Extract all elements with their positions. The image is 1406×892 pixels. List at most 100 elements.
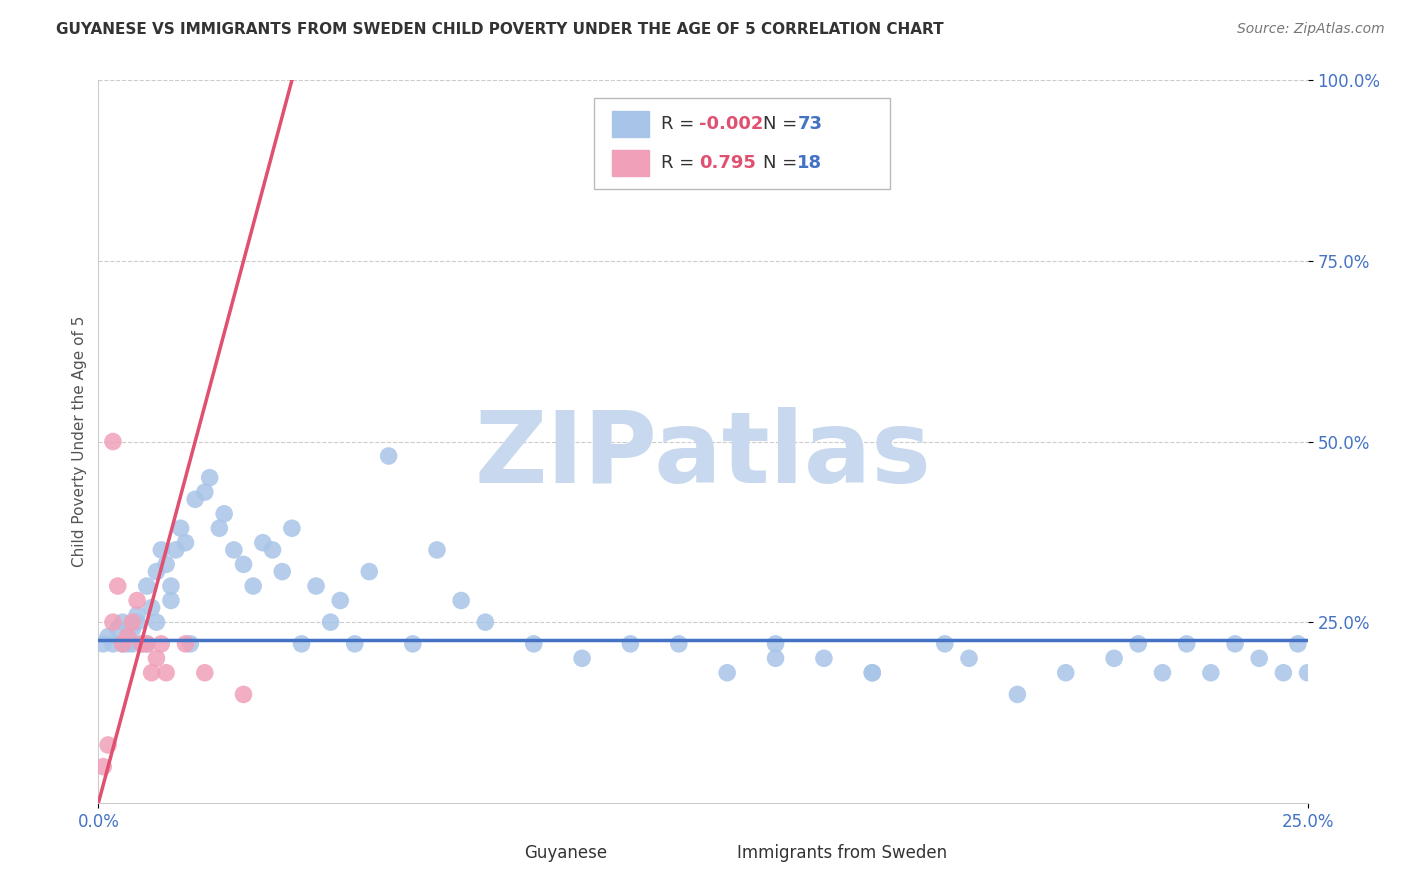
Point bbox=[150, 542, 173, 557]
Point bbox=[91, 637, 114, 651]
Point bbox=[957, 651, 980, 665]
Point bbox=[329, 593, 352, 607]
Point bbox=[135, 579, 157, 593]
Point bbox=[174, 535, 197, 549]
Point bbox=[107, 579, 129, 593]
Point bbox=[426, 542, 449, 557]
Point bbox=[127, 593, 149, 607]
Point bbox=[1152, 665, 1174, 680]
Point bbox=[290, 637, 312, 651]
Point bbox=[474, 615, 496, 630]
Text: N =: N = bbox=[763, 115, 803, 134]
Point bbox=[145, 651, 167, 665]
Point bbox=[194, 665, 217, 680]
Point bbox=[252, 535, 274, 549]
Point bbox=[619, 637, 641, 651]
Point bbox=[668, 637, 690, 651]
Text: GUYANESE VS IMMIGRANTS FROM SWEDEN CHILD POVERTY UNDER THE AGE OF 5 CORRELATION : GUYANESE VS IMMIGRANTS FROM SWEDEN CHILD… bbox=[56, 22, 943, 37]
Point bbox=[813, 651, 835, 665]
Point bbox=[571, 651, 593, 665]
Point bbox=[117, 630, 139, 644]
Point bbox=[222, 542, 245, 557]
Text: ZIPatlas: ZIPatlas bbox=[475, 408, 931, 505]
Point bbox=[135, 637, 157, 651]
Point bbox=[934, 637, 956, 651]
Text: 73: 73 bbox=[797, 115, 823, 134]
Point bbox=[194, 485, 217, 500]
Point bbox=[319, 615, 342, 630]
Point bbox=[242, 579, 264, 593]
Text: Source: ZipAtlas.com: Source: ZipAtlas.com bbox=[1237, 22, 1385, 37]
Point bbox=[97, 738, 120, 752]
Point bbox=[1007, 687, 1029, 701]
Point bbox=[1249, 651, 1271, 665]
Point bbox=[523, 637, 546, 651]
Point bbox=[145, 565, 167, 579]
Point bbox=[107, 623, 129, 637]
Point bbox=[141, 600, 163, 615]
Point bbox=[208, 521, 231, 535]
Point bbox=[1296, 665, 1319, 680]
Point bbox=[111, 637, 134, 651]
Point bbox=[765, 637, 787, 651]
Text: 0.795: 0.795 bbox=[699, 153, 756, 171]
Point bbox=[174, 637, 197, 651]
Point bbox=[271, 565, 294, 579]
Point bbox=[160, 593, 183, 607]
Point bbox=[127, 607, 149, 622]
Point bbox=[305, 579, 328, 593]
Point bbox=[281, 521, 304, 535]
Point bbox=[121, 623, 143, 637]
Bar bbox=[690, 846, 727, 862]
Point bbox=[1128, 637, 1150, 651]
Point bbox=[402, 637, 425, 651]
Point bbox=[343, 637, 366, 651]
Point bbox=[91, 760, 114, 774]
Text: Guyanese: Guyanese bbox=[524, 845, 607, 863]
Point bbox=[1175, 637, 1198, 651]
Point bbox=[1223, 637, 1246, 651]
Text: 18: 18 bbox=[797, 153, 823, 171]
Point bbox=[1054, 665, 1077, 680]
Point bbox=[155, 665, 177, 680]
FancyBboxPatch shape bbox=[595, 98, 890, 189]
Text: Immigrants from Sweden: Immigrants from Sweden bbox=[737, 845, 948, 863]
Point bbox=[127, 615, 149, 630]
Point bbox=[860, 665, 883, 680]
Point bbox=[716, 665, 738, 680]
Point bbox=[1286, 637, 1309, 651]
Point bbox=[765, 651, 787, 665]
Point bbox=[121, 615, 143, 630]
Point bbox=[198, 470, 221, 484]
Point bbox=[150, 637, 173, 651]
Point bbox=[145, 615, 167, 630]
Point bbox=[131, 637, 153, 651]
Point bbox=[135, 637, 157, 651]
Bar bbox=[613, 150, 648, 176]
Point bbox=[131, 637, 153, 651]
Point bbox=[359, 565, 381, 579]
Point bbox=[111, 637, 134, 651]
Point bbox=[212, 507, 235, 521]
Text: -0.002: -0.002 bbox=[699, 115, 763, 134]
Point bbox=[1102, 651, 1125, 665]
Point bbox=[184, 492, 207, 507]
Point bbox=[232, 687, 254, 701]
Point bbox=[169, 521, 191, 535]
Point bbox=[111, 615, 134, 630]
Point bbox=[262, 542, 284, 557]
Bar bbox=[479, 846, 516, 862]
Point bbox=[1199, 665, 1222, 680]
Point bbox=[117, 637, 139, 651]
Point bbox=[377, 449, 399, 463]
Text: N =: N = bbox=[763, 153, 803, 171]
Point bbox=[121, 637, 143, 651]
Point bbox=[232, 558, 254, 572]
Text: R =: R = bbox=[661, 115, 700, 134]
Text: R =: R = bbox=[661, 153, 700, 171]
Point bbox=[141, 665, 163, 680]
Point bbox=[101, 615, 124, 630]
Point bbox=[165, 542, 187, 557]
Point bbox=[1272, 665, 1295, 680]
Point bbox=[97, 630, 120, 644]
